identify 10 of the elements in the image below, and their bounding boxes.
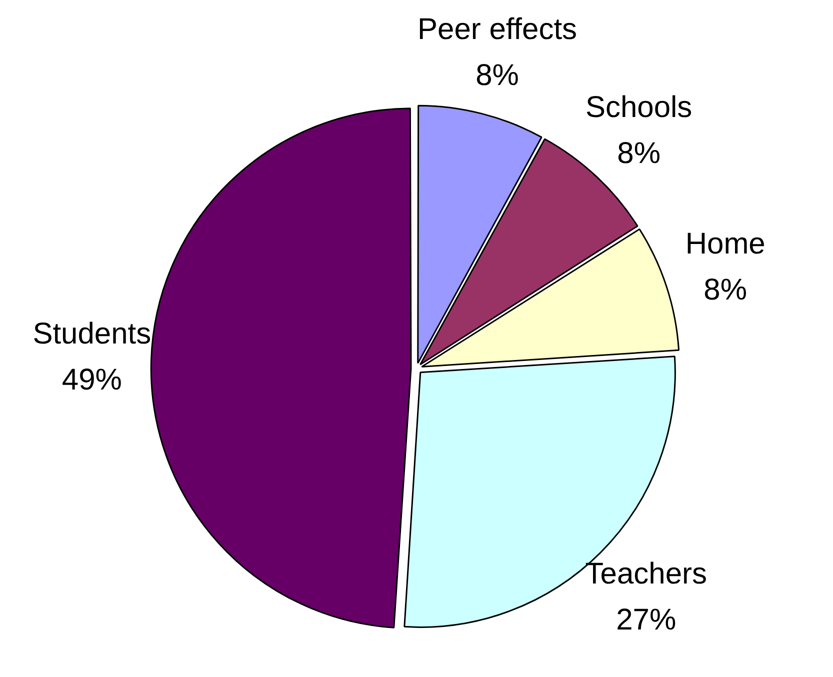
slice-label: Schools [585, 91, 692, 124]
slice-label: Peer effects [417, 13, 578, 46]
slice-label: Teachers [585, 557, 707, 590]
data-label: 49% [62, 364, 122, 397]
slice-label: Home [685, 227, 766, 260]
data-label: 8% [476, 59, 519, 92]
data-label: 8% [704, 273, 748, 306]
slice-label: Students [32, 318, 152, 351]
data-label: 27% [616, 603, 676, 636]
data-label: 8% [617, 137, 660, 170]
